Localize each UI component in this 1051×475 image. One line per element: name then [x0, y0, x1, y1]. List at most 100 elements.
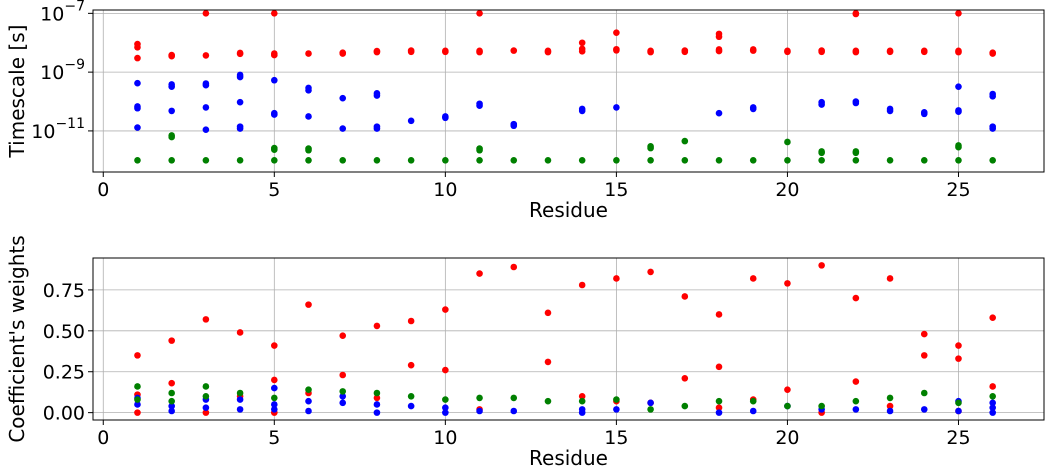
data-point — [407, 392, 415, 400]
y-axis-label: Timescale [s] — [5, 25, 29, 159]
y-tick-base: 10 — [31, 121, 55, 143]
y-tick-label: 0.25 — [43, 362, 85, 384]
data-point — [920, 352, 928, 359]
data-point — [202, 409, 210, 416]
y-tick-base: 10 — [40, 62, 64, 84]
y-tick-exponent: −7 — [64, 0, 85, 14]
data-point — [305, 386, 312, 394]
data-point — [544, 48, 552, 56]
y-tick-exponent: −11 — [55, 116, 85, 132]
data-point — [784, 138, 791, 146]
data-point — [407, 117, 415, 125]
data-point — [715, 47, 723, 55]
data-point — [715, 409, 723, 416]
x-axis-label: Residue — [529, 198, 608, 222]
data-point — [134, 79, 141, 87]
data-point — [749, 47, 757, 54]
data-point — [715, 311, 723, 318]
data-point — [613, 275, 620, 282]
data-point — [202, 392, 210, 400]
data-point — [305, 50, 312, 57]
data-point — [886, 407, 894, 415]
data-point — [681, 293, 689, 300]
data-point — [373, 389, 381, 397]
data-point — [168, 133, 175, 141]
data-point — [715, 397, 723, 405]
data-point — [578, 392, 586, 400]
data-point — [373, 409, 381, 416]
data-point — [168, 379, 175, 387]
data-point — [202, 157, 210, 164]
data-point — [544, 397, 552, 405]
data-point — [168, 52, 175, 60]
data-point — [989, 125, 996, 132]
data-point — [202, 52, 210, 59]
data-point — [510, 407, 518, 415]
data-point — [202, 404, 210, 412]
data-point — [134, 43, 141, 51]
data-point — [715, 109, 723, 117]
y-tick-label: 10−7 — [40, 0, 85, 25]
data-point — [373, 401, 381, 408]
timescale-plot: 0 5 10 15 20 2510−1110−910−7ResidueTimescale … — [5, 0, 1045, 222]
x-tick-label: 20 — [775, 427, 799, 449]
data-point — [339, 371, 347, 379]
y-axis-label: Coefficient's weights — [5, 235, 29, 442]
data-point — [236, 125, 244, 132]
data-point — [339, 388, 347, 395]
data-point — [202, 383, 210, 390]
data-point — [476, 48, 483, 56]
data-point — [955, 407, 962, 415]
data-point — [407, 48, 415, 56]
data-point — [134, 352, 141, 359]
data-point — [955, 157, 962, 164]
data-point — [442, 114, 449, 122]
data-point — [134, 383, 141, 390]
data-point — [989, 314, 996, 322]
data-point — [168, 157, 175, 164]
data-point — [920, 389, 928, 397]
axes-frame — [92, 257, 1045, 421]
data-point — [271, 76, 278, 84]
data-point — [955, 355, 962, 362]
data-point — [510, 394, 518, 402]
data-point — [442, 396, 449, 403]
data-point — [134, 104, 141, 112]
data-point — [955, 108, 962, 116]
x-tick-label: 0 — [97, 427, 109, 449]
data-point — [647, 399, 654, 407]
data-point — [647, 268, 654, 276]
data-point — [886, 275, 894, 282]
data-point — [920, 157, 928, 164]
y-tick-label: 10−11 — [31, 116, 85, 143]
data-point — [202, 126, 210, 133]
data-point — [168, 402, 175, 410]
data-point — [373, 157, 381, 164]
data-point — [168, 107, 175, 115]
data-point — [989, 50, 996, 57]
data-point — [236, 396, 244, 403]
data-point — [202, 316, 210, 323]
data-point — [852, 99, 860, 107]
data-point — [613, 47, 620, 54]
data-point — [920, 48, 928, 56]
data-point — [715, 363, 723, 371]
data-point — [852, 48, 860, 56]
data-point — [681, 374, 689, 382]
data-point — [476, 394, 483, 402]
data-point — [271, 10, 278, 17]
data-point — [784, 48, 791, 56]
y-tick-base: 10 — [40, 3, 64, 25]
data-point — [784, 157, 791, 164]
data-point — [613, 157, 620, 164]
x-tick-label: 5 — [268, 427, 280, 449]
data-point — [407, 361, 415, 369]
x-tick-label: 10 — [433, 179, 457, 201]
data-point — [236, 406, 244, 413]
data-point — [886, 48, 894, 56]
data-point — [989, 399, 996, 407]
data-point — [373, 322, 381, 330]
data-point — [647, 406, 654, 413]
data-point — [168, 397, 175, 405]
